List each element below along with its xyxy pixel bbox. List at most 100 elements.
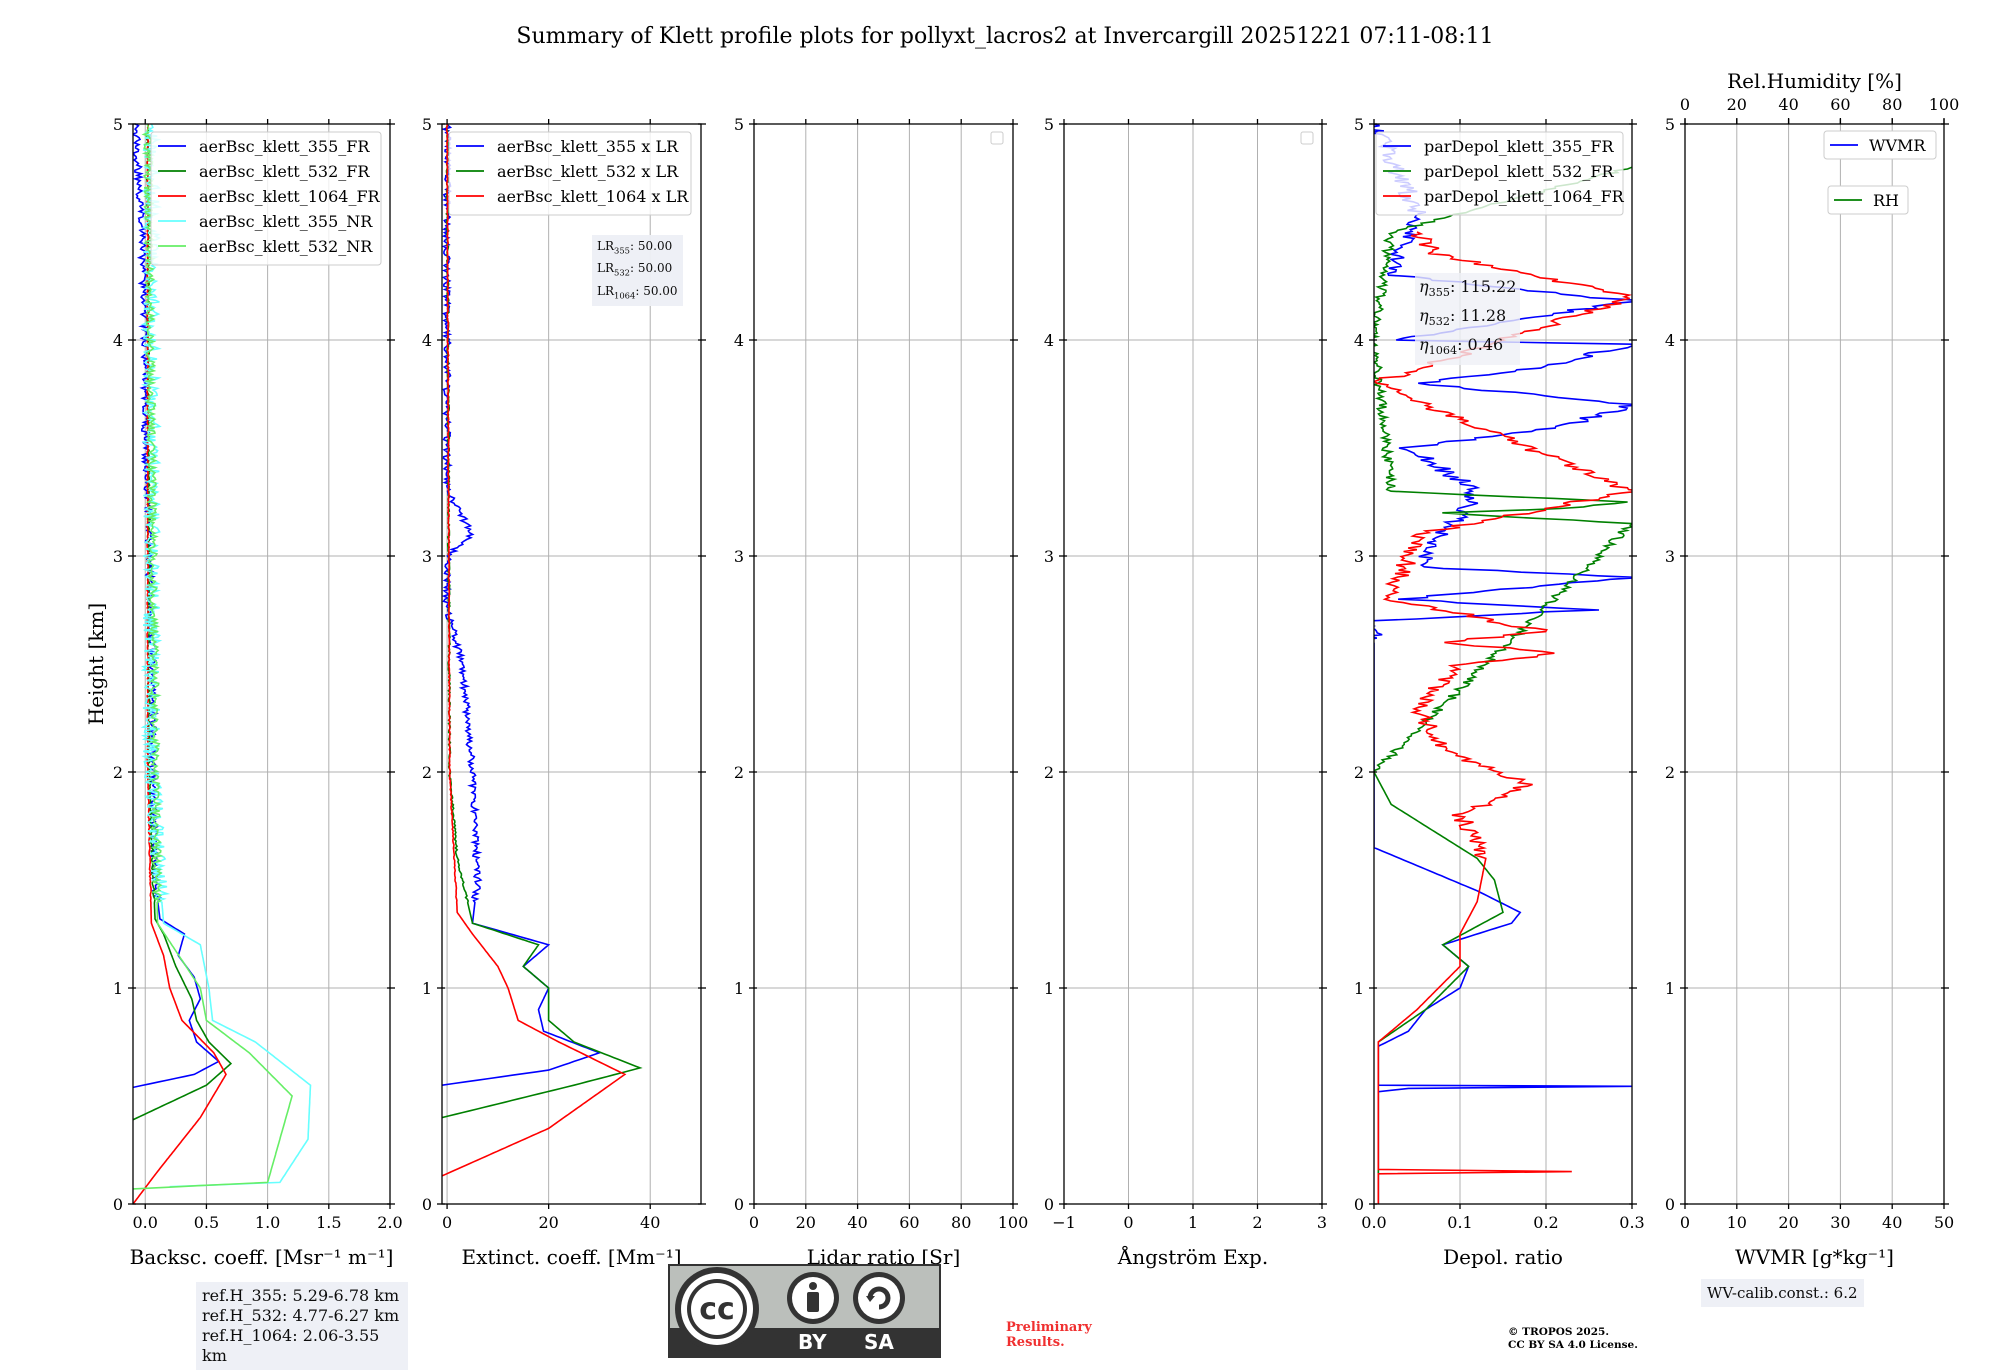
legend-label: aerBsc_klett_532 x LR [497,162,679,181]
series-line-parDepol_klett_1064_FR [1374,231,1632,1204]
preliminary-note: Preliminary Results. [1006,1320,1092,1350]
x-tick-label: 50 [1934,1213,1954,1232]
cc-by-sa-logo: cc BY SA [668,1264,941,1358]
x-tick-label: 2.0 [377,1213,402,1232]
x-tick-label: 0 [749,1213,759,1232]
series-line-aerBsc_klett_532_NR [133,124,294,1190]
x-tick-label: 100 [998,1213,1029,1232]
series-line-aerBsc_klett_355_FR [133,124,221,1089]
y-tick-label: 3 [1044,547,1054,566]
lidar-ratio-box: LR355: 50.00 LR532: 50.00 LR1064: 50.00 [592,235,683,307]
x-tick-label: 0 [442,1213,452,1232]
x-axis-label: Extinct. coeff. [Mm⁻¹] [461,1245,681,1269]
y-tick-label: 4 [1665,331,1675,350]
cc-sa-label: SA [864,1330,894,1354]
y-tick-label: 3 [1354,547,1364,566]
series-group [1374,124,1632,1204]
ref-height-1064: ref.H_1064: 2.06-3.55 km [202,1326,380,1365]
x-tick-label: 0.0 [133,1213,158,1232]
x-tick-label: 2 [1252,1213,1262,1232]
legend-label: aerBsc_klett_355 x LR [497,137,679,156]
x-tick-label: 0.0 [1361,1213,1386,1232]
copyright-note: © TROPOS 2025. CC BY SA 4.0 License. [1508,1326,1638,1352]
x-tick-label: 3 [1317,1213,1327,1232]
axes-frame [1373,123,1633,1205]
series-line-aerBsc_klett_355 x LR [442,124,602,1086]
legend: aerBsc_klett_355_FR aerBsc_klett_532_FRae… [150,131,382,266]
y-tick-label: 1 [422,979,432,998]
legend-RH: RH [1827,185,1909,215]
ref-height-box: ref.H_355: 5.29-6.78 km ref.H_532: 4.77-… [196,1282,408,1370]
x-tick-label: 0 [1123,1213,1133,1232]
x-tick-label: 20 [1778,1213,1798,1232]
y-tick-label: 3 [1665,547,1675,566]
y-tick-label: 0 [1665,1195,1675,1214]
eta-1064: η1064: 0.46 [1419,335,1504,358]
ref-height-355: ref.H_355: 5.29-6.78 km [202,1286,400,1305]
y-tick-label: 4 [1044,331,1054,350]
legend-label: WVMR [1869,136,1926,155]
legend-label: aerBsc_klett_532_FR [199,162,370,181]
empty-legend [990,131,1004,145]
ref-height-532: ref.H_532: 4.77-6.27 km [202,1306,400,1325]
y-tick-label: 5 [422,115,432,134]
top-x-axis-label: Rel.Humidity [%] [1727,69,1902,93]
y-tick-label: 5 [1354,115,1364,134]
legend-frame [448,131,692,216]
panel-5: 0.0 0.1 0.2 0.3 0 1 2 3 4 5 Depol. ratio parDepol_k… [1354,115,1645,1269]
x-tick-label: 10 [1727,1213,1747,1232]
x-axis-label: Backsc. coeff. [Msr⁻¹ m⁻¹] [130,1245,394,1269]
legend-label: aerBsc_klett_1064 x LR [497,187,689,206]
y-tick-label: 0 [1354,1195,1364,1214]
x-tick-label: 60 [899,1213,919,1232]
x-tick-label: 20 [538,1213,558,1232]
x-tick-label: 1 [1188,1213,1198,1232]
x-axis-label: Ångström Exp. [1117,1244,1268,1269]
x-tick-label: 0.1 [1447,1213,1472,1232]
y-tick-label: 1 [1665,979,1675,998]
y-tick-label: 5 [734,115,744,134]
empty-legend [1300,131,1314,145]
top-x-tick-label: 60 [1830,95,1850,114]
y-tick-label: 2 [113,763,123,782]
y-tick-label: 1 [1044,979,1054,998]
legend: parDepol_klett_355_FR parDepol_klett_532_… [1375,131,1625,216]
panel-1: 0.0 0.5 1.0 1.5 2.0 0 1 2 3 4 5 Backsc. coeff. [Msr… [84,115,403,1269]
x-tick-label: 40 [640,1213,660,1232]
legend-label: aerBsc_klett_532_NR [199,237,373,256]
x-tick-label: 1.0 [255,1213,280,1232]
x-tick-label: 0.3 [1619,1213,1644,1232]
top-x-tick-label: 80 [1882,95,1902,114]
legend-label: parDepol_klett_1064_FR [1424,187,1625,206]
y-tick-label: 0 [734,1195,744,1214]
legend-label: aerBsc_klett_355_FR [199,137,370,156]
axes-frame [753,123,1014,1205]
x-axis-label: WVMR [g*kg⁻¹] [1735,1245,1894,1269]
legend: aerBsc_klett_355 x LR aerBsc_klett_532 x … [448,131,692,216]
y-tick-label: 5 [1044,115,1054,134]
lidar-ratio-355: LR355: 50.00 [597,239,673,256]
cc-text: cc [699,1292,735,1327]
y-tick-label: 2 [422,763,432,782]
y-tick-label: 0 [113,1195,123,1214]
legend-frame [150,131,382,266]
y-tick-label: 1 [734,979,744,998]
top-x-tick-label: 20 [1727,95,1747,114]
legend-label: parDepol_klett_532_FR [1424,162,1615,181]
panel-6: 0 10 20 30 40 50 0 1 2 3 4 5 WVMR [g*kg⁻¹] 0 20 40 60 80 1… [1665,69,1959,1269]
x-tick-label: 80 [951,1213,971,1232]
cc-logo-icons: cc [675,1267,905,1351]
copyright-line-2: CC BY SA 4.0 License. [1508,1339,1638,1351]
top-x-tick-label: 40 [1778,95,1798,114]
eta-355: η355: 115.22 [1419,277,1517,300]
x-tick-label: 40 [847,1213,867,1232]
preliminary-line-1: Preliminary [1006,1320,1092,1335]
preliminary-line-2: Results. [1006,1335,1065,1350]
y-tick-label: 4 [113,331,123,350]
x-tick-label: 1.5 [316,1213,341,1232]
axes-frame [132,123,391,1205]
wv-calib-box: WV-calib.const.: 6.2 [1701,1279,1864,1307]
copyright-line-1: © TROPOS 2025. [1508,1326,1610,1338]
